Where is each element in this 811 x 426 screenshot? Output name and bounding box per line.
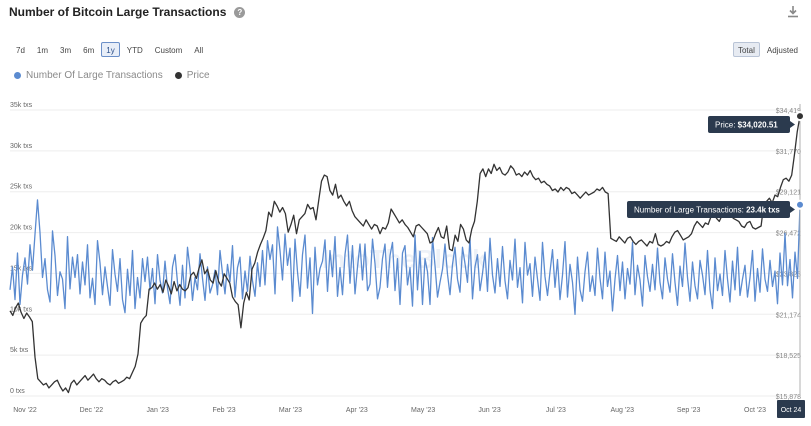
tooltip-box bbox=[627, 201, 790, 218]
chart-legend: Number Of Large Transactions Price bbox=[14, 70, 222, 81]
x-tick-label: Aug '23 bbox=[611, 407, 635, 414]
y-tick-label: 0 txs bbox=[10, 388, 25, 395]
y2-tick-label: $21,174 bbox=[776, 312, 801, 319]
legend-label-price: Price bbox=[186, 70, 210, 81]
y2-tick-label: $34,419 bbox=[776, 108, 801, 115]
range-button-1y[interactable]: 1y bbox=[101, 42, 120, 57]
transactions-end-point bbox=[795, 199, 805, 210]
tooltip-text: Number of Large Transactions: 23.4k txs bbox=[634, 206, 780, 215]
x-tick-label: Sep '23 bbox=[677, 407, 701, 414]
tooltip-label: Number of Large Transactions: bbox=[634, 206, 746, 215]
legend-item-price[interactable]: Price bbox=[174, 70, 210, 81]
transactions-tooltip: Number of Large Transactions: 23.4k txs bbox=[627, 201, 795, 218]
current-date-label: Oct 24 bbox=[781, 407, 802, 414]
series-line-price bbox=[9, 115, 801, 394]
y2-tick-label: $18,525 bbox=[776, 353, 801, 360]
y-tick-label: 35k txs bbox=[10, 102, 33, 109]
price-tooltip: Price: $34,020.51 bbox=[708, 116, 795, 133]
tooltip-box bbox=[708, 116, 790, 133]
x-tick-label: Jun '23 bbox=[478, 407, 500, 414]
y2-tick-label: $29,121 bbox=[776, 190, 801, 197]
legend-label-transactions: Number Of Large Transactions bbox=[26, 70, 163, 81]
price-end-point bbox=[795, 111, 805, 122]
x-tick-label: Oct '23 bbox=[744, 407, 766, 414]
tooltip-arrow bbox=[790, 121, 795, 128]
tooltip-arrow bbox=[790, 206, 795, 213]
tooltip-text: Price: $34,020.51 bbox=[715, 121, 778, 130]
tooltip-value: 23.4k txs bbox=[746, 206, 780, 215]
y2-tick-label: $15,878 bbox=[776, 394, 801, 401]
y-tick-label: 20k txs bbox=[10, 225, 33, 232]
series-line-transactions bbox=[9, 199, 801, 315]
x-tick-label: May '23 bbox=[411, 407, 435, 414]
x-tick-label: Jan '23 bbox=[147, 407, 169, 414]
total-adjusted-toggle: Total Adjusted bbox=[732, 42, 803, 57]
range-button-7d[interactable]: 7d bbox=[16, 46, 25, 55]
legend-item-transactions[interactable]: Number Of Large Transactions bbox=[14, 70, 163, 81]
y-tick-label: 15k txs bbox=[10, 265, 33, 272]
legend-dot-transactions bbox=[14, 72, 21, 79]
range-button-all[interactable]: All bbox=[194, 46, 204, 55]
x-tick-label: Apr '23 bbox=[346, 407, 368, 414]
download-icon[interactable] bbox=[787, 5, 799, 18]
y-tick-label: 5k txs bbox=[10, 347, 29, 354]
question-circle-icon[interactable]: ? bbox=[234, 6, 246, 18]
y-tick-label: 30k txs bbox=[10, 143, 33, 150]
range-button-1m[interactable]: 1m bbox=[36, 46, 49, 55]
range-button-custom[interactable]: Custom bbox=[154, 46, 183, 55]
x-tick-label: Dec '22 bbox=[80, 407, 104, 414]
toggle-total[interactable]: Total bbox=[732, 42, 760, 57]
y-tick-label: 25k txs bbox=[10, 184, 33, 191]
x-tick-label: Nov '22 bbox=[13, 407, 37, 414]
range-button-3m[interactable]: 3m bbox=[60, 46, 72, 55]
chart-header: Number of Bitcoin Large Transactions ? bbox=[9, 4, 246, 20]
current-date-box bbox=[777, 400, 805, 418]
legend-dot-price bbox=[174, 72, 182, 79]
page-title: Number of Bitcoin Large Transactions bbox=[9, 5, 227, 19]
y-tick-label: 10k txs bbox=[10, 306, 33, 313]
range-button-ytd[interactable]: YTD bbox=[126, 46, 143, 55]
time-range-selector: 7d 1m 3m 6m 1y YTD Custom All bbox=[11, 42, 208, 57]
toggle-adjusted[interactable]: Adjusted bbox=[766, 46, 798, 55]
range-button-6m[interactable]: 6m bbox=[83, 46, 95, 55]
y2-tick-label: $31,770 bbox=[776, 149, 801, 156]
tooltip-label: Price: bbox=[715, 121, 738, 130]
y2-tick-label: $26,472 bbox=[776, 231, 801, 238]
x-tick-label: Mar '23 bbox=[279, 407, 302, 414]
x-tick-label: Feb '23 bbox=[213, 407, 236, 414]
current-date-marker: Oct 24 bbox=[777, 400, 805, 418]
x-tick-label: Jul '23 bbox=[546, 407, 566, 414]
tooltip-value: $34,020.51 bbox=[738, 121, 779, 130]
